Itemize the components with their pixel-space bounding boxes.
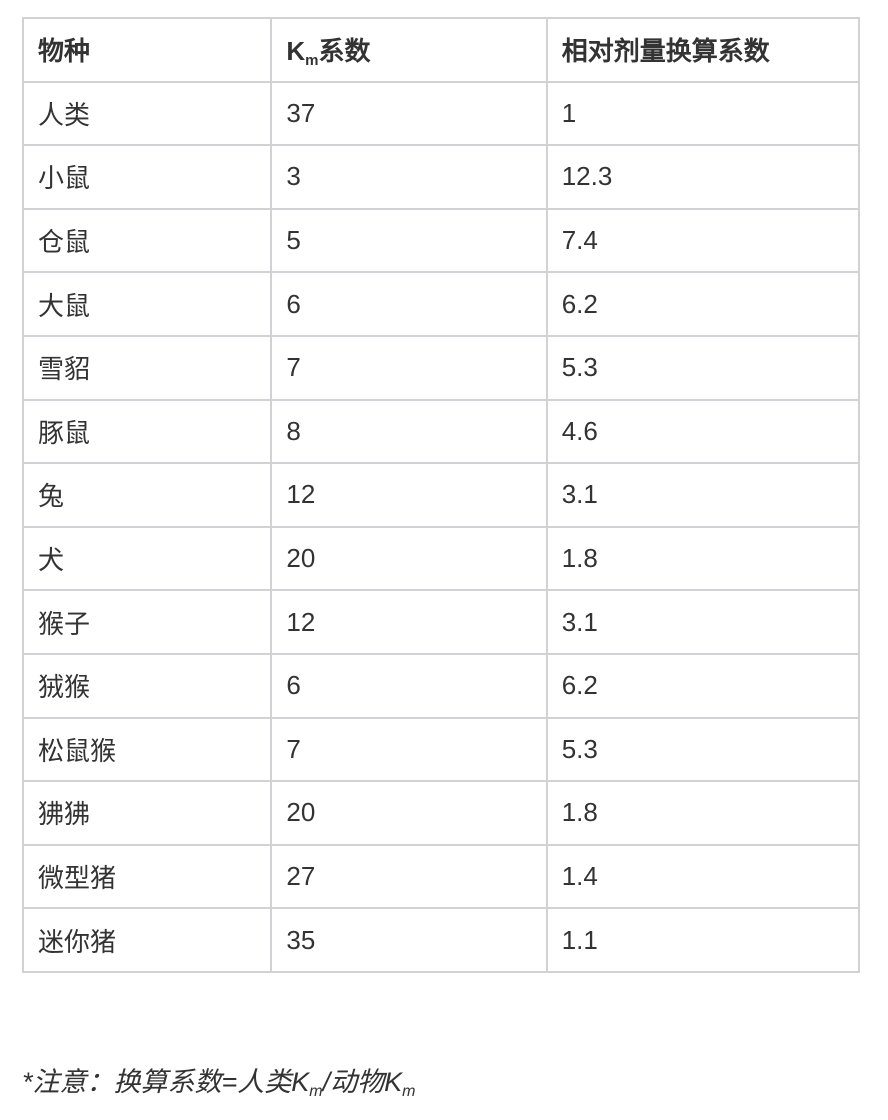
cell-species: 犬 — [21, 525, 273, 592]
table-row: 大鼠 6 6.2 — [21, 271, 861, 337]
header-km-letter: K — [286, 35, 306, 66]
table-row: 猴子 12 3.1 — [21, 589, 861, 655]
cell-km: 12 — [270, 462, 548, 528]
table-row: 微型猪 27 1.4 — [21, 843, 861, 910]
table-row: 雪貂 7 5.3 — [21, 334, 861, 401]
table-row: 豚鼠 8 4.6 — [21, 398, 861, 465]
cell-km: 7 — [270, 334, 548, 401]
cell-species: 迷你猪 — [21, 907, 273, 973]
cell-species: 微型猪 — [21, 843, 273, 910]
cell-km: 8 — [270, 398, 548, 465]
cell-factor: 1.4 — [545, 843, 861, 910]
table-row: 小鼠 3 12.3 — [21, 144, 861, 210]
cell-km: 6 — [270, 271, 548, 337]
cell-km: 3 — [270, 144, 548, 210]
header-km: Km系数 — [270, 17, 548, 83]
table-row: 松鼠猴 7 5.3 — [21, 716, 861, 783]
cell-km: 20 — [270, 780, 548, 846]
cell-species: 松鼠猴 — [21, 716, 273, 783]
cell-factor: 3.1 — [545, 462, 861, 528]
cell-factor: 12.3 — [545, 144, 861, 210]
table-row: 犬 20 1.8 — [21, 525, 861, 592]
cell-km: 6 — [270, 652, 548, 719]
cell-km: 12 — [270, 589, 548, 655]
header-km-suffix: 系数 — [318, 35, 371, 66]
cell-species: 豚鼠 — [21, 398, 273, 465]
cell-km: 20 — [270, 525, 548, 592]
footnote-text-1: *注意：换算系数=人类K — [22, 1067, 310, 1097]
cell-species: 猴子 — [21, 589, 273, 655]
cell-species: 小鼠 — [21, 144, 273, 210]
cell-species: 人类 — [21, 80, 273, 147]
cell-factor: 1.8 — [545, 525, 861, 592]
header-factor: 相对剂量换算系数 — [545, 17, 861, 83]
table-row: 狨猴 6 6.2 — [21, 652, 861, 719]
cell-factor: 4.6 — [545, 398, 861, 465]
footnote: *注意：换算系数=人类Km/动物Km — [22, 1060, 415, 1101]
cell-km: 35 — [270, 907, 548, 973]
footnote-sub-1: m — [309, 1083, 323, 1100]
header-km-sub: m — [305, 51, 319, 69]
header-species: 物种 — [21, 17, 273, 83]
cell-factor: 6.2 — [545, 271, 861, 337]
table-row: 迷你猪 35 1.1 — [21, 907, 861, 973]
table-row: 狒狒 20 1.8 — [21, 780, 861, 846]
cell-km: 5 — [270, 207, 548, 274]
cell-species: 狒狒 — [21, 780, 273, 846]
cell-factor: 1.1 — [545, 907, 861, 973]
table-row: 仓鼠 5 7.4 — [21, 207, 861, 274]
cell-species: 大鼠 — [21, 271, 273, 337]
cell-factor: 1.8 — [545, 780, 861, 846]
footnote-sub-2: m — [402, 1083, 416, 1100]
table-row: 人类 37 1 — [21, 80, 861, 147]
cell-km: 27 — [270, 843, 548, 910]
km-conversion-table: 物种 Km系数 相对剂量换算系数 人类 37 1 小鼠 3 12.3 仓鼠 5 7.4 大鼠 6 6.… — [21, 17, 861, 973]
cell-factor: 1 — [545, 80, 861, 147]
cell-km: 7 — [270, 716, 548, 783]
cell-species: 狨猴 — [21, 652, 273, 719]
cell-km: 37 — [270, 80, 548, 147]
cell-species: 兔 — [21, 462, 273, 528]
cell-species: 雪貂 — [21, 334, 273, 401]
cell-factor: 5.3 — [545, 334, 861, 401]
cell-factor: 5.3 — [545, 716, 861, 783]
cell-factor: 3.1 — [545, 589, 861, 655]
header-row: 物种 Km系数 相对剂量换算系数 — [21, 17, 861, 83]
footnote-text-2: /动物K — [322, 1067, 403, 1097]
cell-species: 仓鼠 — [21, 207, 273, 274]
cell-factor: 6.2 — [545, 652, 861, 719]
table-row: 兔 12 3.1 — [21, 462, 861, 528]
cell-factor: 7.4 — [545, 207, 861, 274]
